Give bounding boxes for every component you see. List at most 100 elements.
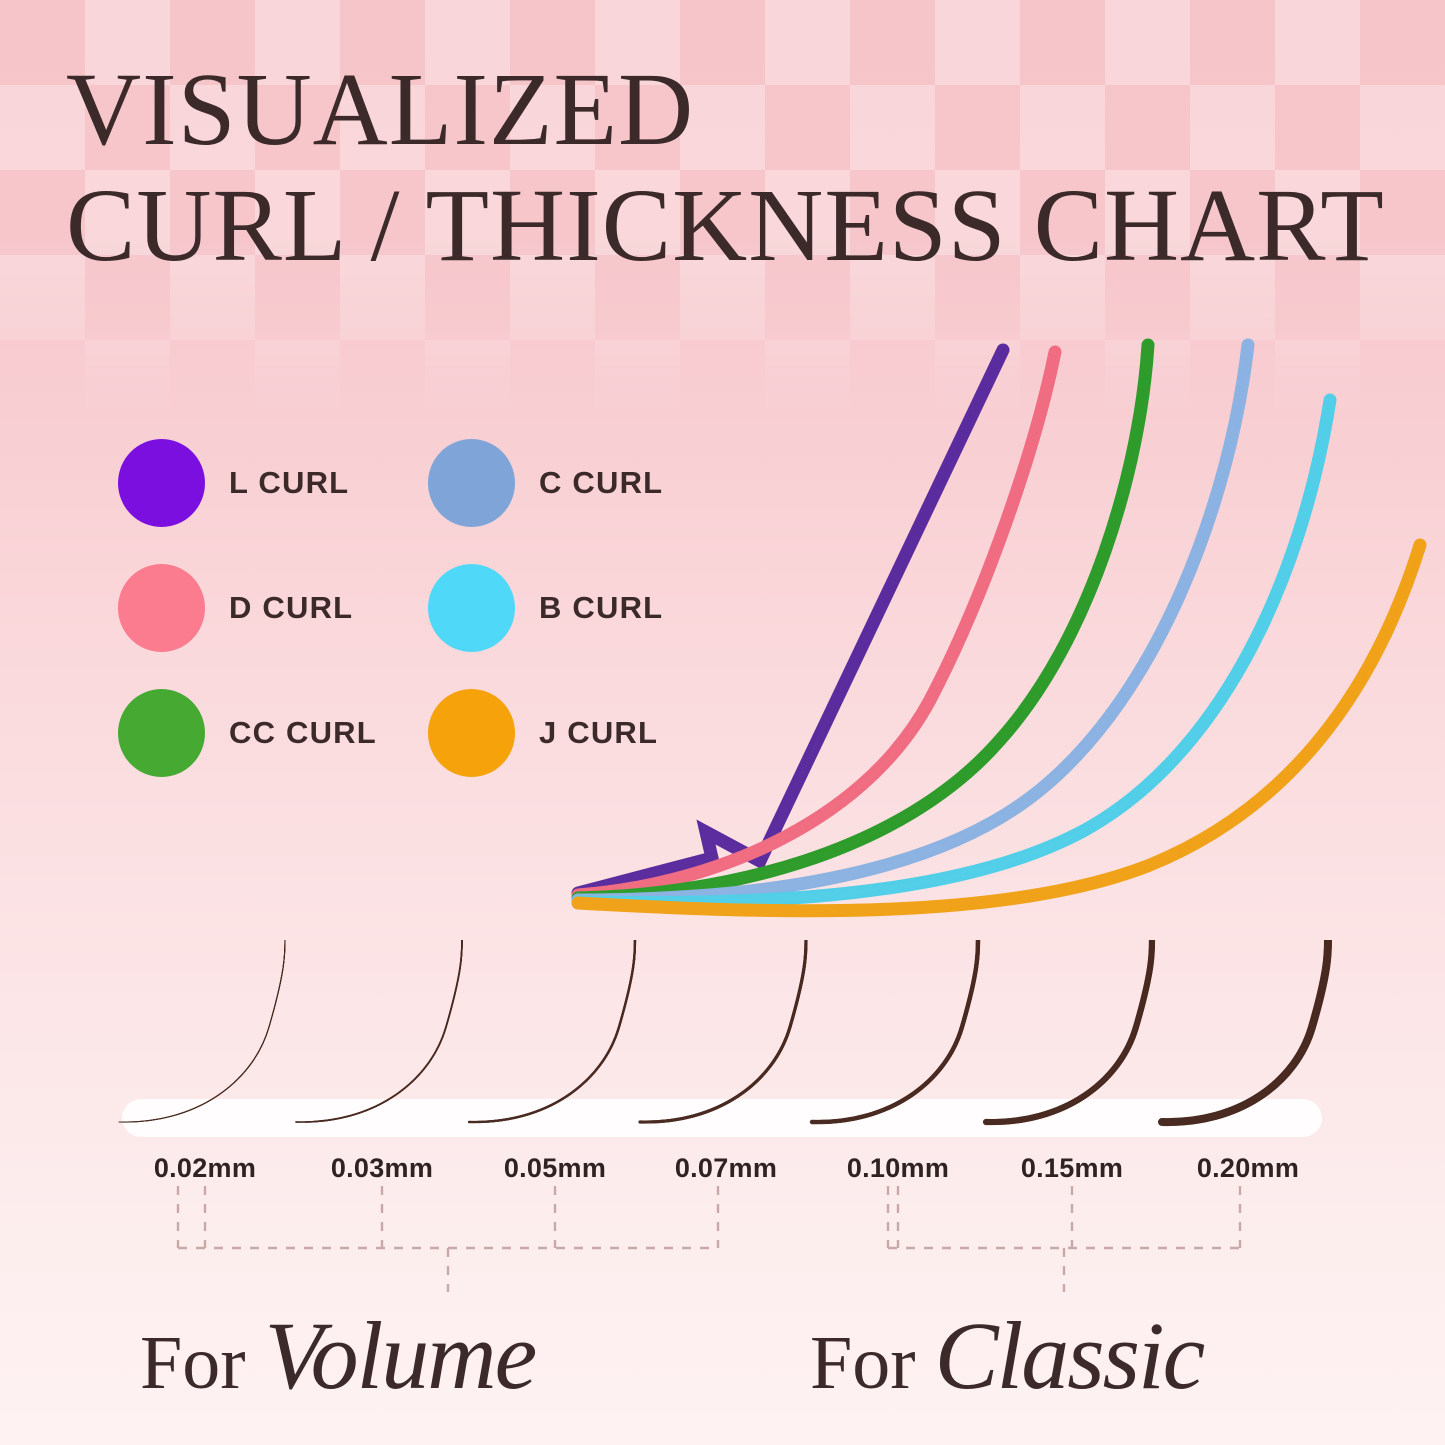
legend-item-c-curl[interactable]: C CURL (428, 438, 738, 527)
lash-fiber (809, 940, 981, 1125)
lash-fiber (468, 940, 636, 1123)
curl-curve-cc (572, 339, 1154, 904)
lash-fiber (639, 940, 807, 1123)
curl-curve-cc (575, 342, 1151, 901)
legend-item-j-curl[interactable]: J CURL (428, 688, 738, 777)
thickness-label-0-05mm: 0.05mm (503, 1153, 607, 1183)
lash-fiber (985, 940, 1153, 1123)
lash-fiber (295, 940, 463, 1123)
lash-fiber (467, 940, 637, 1124)
lash-fiber (983, 940, 1155, 1125)
curl-curve-cc (576, 343, 1150, 900)
lash-fiber (118, 940, 286, 1123)
lash-fiber (468, 940, 636, 1123)
lash-fiber (1160, 940, 1330, 1124)
lash-fiber (811, 940, 979, 1123)
for-classic-caption: For Classic (810, 1300, 1206, 1411)
lash-fiber (639, 940, 807, 1123)
lash-fiber (639, 940, 807, 1123)
lash-fiber (468, 940, 636, 1123)
lash-fiber (639, 940, 807, 1123)
curl-curve-cc (572, 339, 1154, 904)
lash-fiber (468, 940, 636, 1123)
lash-fiber (810, 940, 980, 1124)
lash-fiber (985, 940, 1153, 1123)
lash-fiber (984, 940, 1154, 1124)
lash-fiber (985, 940, 1153, 1123)
lash-fiber (982, 940, 1156, 1126)
curl-curve-cc (574, 341, 1152, 902)
lash-fiber (985, 940, 1153, 1123)
lash-fiber (295, 940, 463, 1123)
lash-fiber (984, 940, 1154, 1124)
color-swatch-icon (428, 438, 515, 527)
lash-fiber (118, 940, 286, 1123)
page-title: VISUALIZED CURL / THICKNESS CHART (66, 52, 1385, 284)
lash-fiber (811, 940, 979, 1123)
lash-fiber (118, 940, 286, 1123)
lash-fiber (468, 940, 636, 1123)
lash-fiber (118, 940, 286, 1123)
legend-row: L CURL C CURL (118, 420, 738, 545)
lash-fiber (985, 940, 1153, 1123)
legend-label: CC CURL (229, 714, 377, 750)
lash-fiber (638, 940, 808, 1124)
legend-item-l-curl[interactable]: L CURL (118, 438, 428, 527)
lash-fiber (467, 940, 637, 1124)
legend-label: J CURL (539, 714, 659, 750)
lash-fiber (810, 940, 980, 1124)
lash-fiber (1161, 940, 1329, 1123)
legend-item-d-curl[interactable]: D CURL (118, 563, 428, 652)
color-swatch-icon (118, 688, 205, 777)
lash-fiber (1159, 940, 1331, 1125)
curl-curve-l (576, 348, 1005, 895)
lash-fiber (984, 940, 1154, 1124)
legend-item-cc-curl[interactable]: CC CURL (118, 688, 428, 777)
lash-fiber (638, 940, 808, 1124)
lash-fiber (811, 940, 979, 1123)
lash-fiber (295, 940, 463, 1123)
lash-fiber (118, 940, 286, 1123)
lash-fiber (468, 940, 636, 1123)
curl-curve-cc (571, 338, 1155, 905)
lash-fiber (118, 940, 286, 1123)
lash-fiber (295, 940, 463, 1123)
lash-fiber (1158, 940, 1332, 1126)
lash-fiber (295, 940, 463, 1123)
lash-fiber (118, 940, 286, 1123)
lash-fiber (1161, 940, 1329, 1123)
lash-fiber (1160, 940, 1330, 1124)
lash-fiber (295, 940, 463, 1123)
legend-row: CC CURL J CURL (118, 670, 738, 795)
lash-fiber (118, 940, 286, 1123)
legend-item-b-curl[interactable]: B CURL (428, 563, 738, 652)
curl-curve-l (571, 343, 1010, 900)
lash-fiber (1160, 940, 1330, 1124)
lash-fiber (1160, 940, 1330, 1124)
lash-fiber (811, 940, 979, 1123)
curl-curve-cc (573, 340, 1153, 903)
lash-fiber (295, 940, 463, 1123)
lash-fiber (983, 940, 1155, 1125)
lash-fiber (639, 940, 807, 1123)
curl-curve-cc (577, 344, 1149, 899)
curl-curve-cc (575, 342, 1151, 901)
lash-fiber (810, 940, 980, 1124)
lash-fiber (1161, 940, 1329, 1123)
lash-fiber (984, 940, 1154, 1124)
lash-fiber (118, 940, 286, 1123)
lash-fiber (295, 940, 463, 1123)
lash-fiber (810, 940, 980, 1124)
lash-fiber (810, 940, 980, 1124)
lash-fiber (1159, 940, 1331, 1125)
lash-fiber (118, 940, 286, 1123)
thickness-label-0-20mm: 0.20mm (1196, 1153, 1300, 1183)
for-classic-script: Classic (934, 1302, 1206, 1409)
lash-fiber (118, 940, 286, 1123)
lash-fiber (468, 940, 636, 1123)
lash-fiber (295, 940, 463, 1123)
lash-fiber (639, 940, 807, 1123)
lash-fiber (118, 940, 286, 1123)
lash-fiber (639, 940, 807, 1123)
for-volume-prefix: For (140, 1321, 246, 1405)
